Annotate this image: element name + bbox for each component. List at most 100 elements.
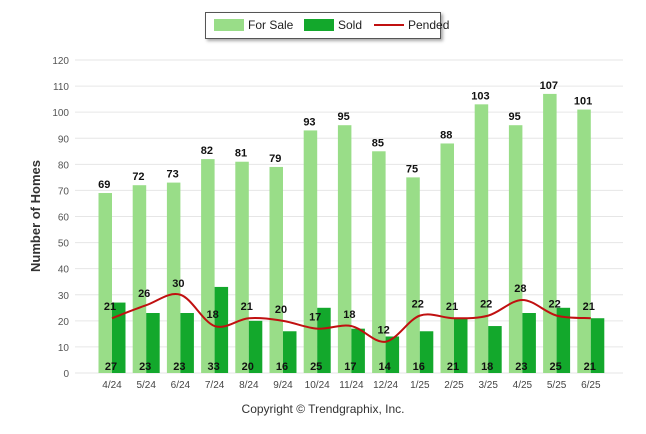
pended-series-line	[111, 293, 591, 343]
for-sale-bar	[474, 104, 489, 373]
sold-bar	[214, 286, 229, 373]
for-sale-data-label: 79	[269, 153, 281, 165]
pended-data-label: 22	[412, 299, 424, 311]
x-tick-label: 8/24	[239, 380, 259, 391]
for-sale-bar	[201, 159, 215, 373]
y-tick-label: 70	[58, 186, 70, 197]
y-tick-label: 40	[58, 265, 70, 276]
sold-data-label: 18	[481, 361, 493, 373]
for-sale-bar	[543, 93, 557, 374]
sold-data-label: 27	[105, 361, 117, 373]
for-sale-bar	[440, 143, 454, 373]
for-sale-bar	[98, 193, 112, 373]
pended-data-label: 30	[172, 278, 184, 290]
x-tick-label: 3/25	[478, 380, 498, 391]
for-sale-bar	[508, 125, 523, 373]
for-sale-bar	[337, 125, 352, 373]
y-tick-label: 60	[58, 213, 70, 224]
sold-bar	[180, 313, 194, 373]
pended-data-label: 22	[480, 299, 492, 311]
for-sale-bar	[235, 161, 249, 373]
x-axis-ticks: 4/24 5/24 6/24 7/24 8/24 9/24 10/24 11/24 12/24 1…	[102, 380, 601, 391]
y-axis-ticks: 0 10 20 30 40 50 60 70 80 90 100 110 120	[52, 56, 69, 380]
sold-data-label: 20	[242, 361, 254, 373]
sold-bar	[454, 318, 468, 373]
for-sale-data-label: 88	[440, 129, 452, 141]
for-sale-bar	[303, 130, 318, 373]
sold-bar	[522, 313, 536, 373]
for-sale-bar	[132, 185, 147, 373]
sold-bar	[590, 318, 605, 373]
y-tick-label: 0	[63, 369, 69, 380]
y-tick-label: 50	[58, 239, 70, 250]
pended-data-label: 21	[583, 301, 595, 313]
for-sale-data-label: 72	[132, 171, 144, 183]
sold-bar	[385, 336, 400, 373]
pended-data-label: 18	[343, 309, 355, 321]
sold-bar	[351, 328, 365, 373]
for-sale-legend-label: For Sale	[248, 18, 294, 32]
x-tick-label: 12/24	[373, 380, 398, 391]
y-tick-label: 80	[58, 160, 70, 171]
legend: For Sale Sold Pended	[205, 12, 449, 39]
sold-bar	[317, 307, 331, 373]
for-sale-data-label: 73	[167, 169, 179, 181]
y-tick-label: 120	[52, 56, 69, 67]
sold-data-label: 23	[173, 361, 185, 373]
sold-data-label: 23	[139, 361, 151, 373]
for-sale-data-label: 82	[201, 145, 213, 157]
pended-legend-swatch	[374, 24, 404, 26]
for-sale-data-label: 85	[372, 137, 384, 149]
y-axis-title: Number of Homes	[28, 160, 43, 272]
copyright-text: Copyright © Trendgraphix, Inc.	[241, 402, 405, 416]
sold-data-label: 33	[207, 361, 219, 373]
for-sale-data-label: 101	[574, 96, 592, 108]
sold-data-label: 21	[584, 361, 596, 373]
sold-legend-label: Sold	[338, 18, 363, 32]
sold-data-label: 16	[413, 361, 425, 373]
for-sale-data-label: 95	[509, 111, 521, 123]
for-sale-data-label: 69	[98, 179, 110, 191]
sold-bar	[146, 313, 160, 373]
x-tick-label: 4/24	[102, 380, 122, 391]
for-sale-data-label: 81	[235, 148, 247, 160]
for-sale-legend-swatch	[214, 19, 244, 31]
for-sale-bar	[166, 182, 181, 373]
pended-data-label: 28	[514, 283, 526, 295]
pended-data-label: 12	[377, 325, 389, 337]
sold-legend-swatch	[304, 19, 334, 31]
sold-bar	[556, 307, 571, 373]
pended-data-label: 21	[104, 301, 116, 313]
y-tick-label: 10	[58, 343, 70, 354]
for-sale-bar	[406, 177, 420, 373]
for-sale-data-label: 107	[540, 80, 558, 92]
x-tick-label: 4/25	[513, 380, 533, 391]
sold-bar	[112, 302, 126, 373]
sold-bar	[248, 320, 263, 373]
for-sale-data-label: 103	[471, 90, 489, 102]
x-tick-label: 11/24	[339, 380, 364, 391]
x-tick-label: 7/24	[205, 380, 225, 391]
for-sale-bar	[372, 151, 386, 373]
for-sale-bar	[577, 109, 591, 373]
sold-bar	[419, 331, 434, 373]
x-tick-label: 5/25	[547, 380, 567, 391]
y-tick-label: 90	[58, 134, 70, 145]
pended-data-label: 18	[206, 309, 218, 321]
data-labels: 69 27 72 23 73 23 82 33 81 20 79 16 93 25 95 17 85 14 75 16…	[98, 80, 596, 373]
y-tick-label: 100	[52, 108, 69, 119]
pended-data-label: 21	[446, 301, 458, 313]
x-tick-label: 5/24	[136, 380, 156, 391]
sold-data-label: 25	[310, 361, 322, 373]
x-tick-label: 10/24	[305, 380, 330, 391]
x-tick-label: 1/25	[410, 380, 430, 391]
sold-bar	[283, 331, 297, 373]
sold-data-label: 17	[344, 361, 356, 373]
x-tick-label: 9/24	[273, 380, 293, 391]
x-tick-label: 2/25	[444, 380, 464, 391]
x-tick-label: 6/24	[171, 380, 191, 391]
pended-data-label: 20	[275, 304, 287, 316]
bars	[98, 93, 605, 374]
y-tick-label: 20	[58, 317, 70, 328]
